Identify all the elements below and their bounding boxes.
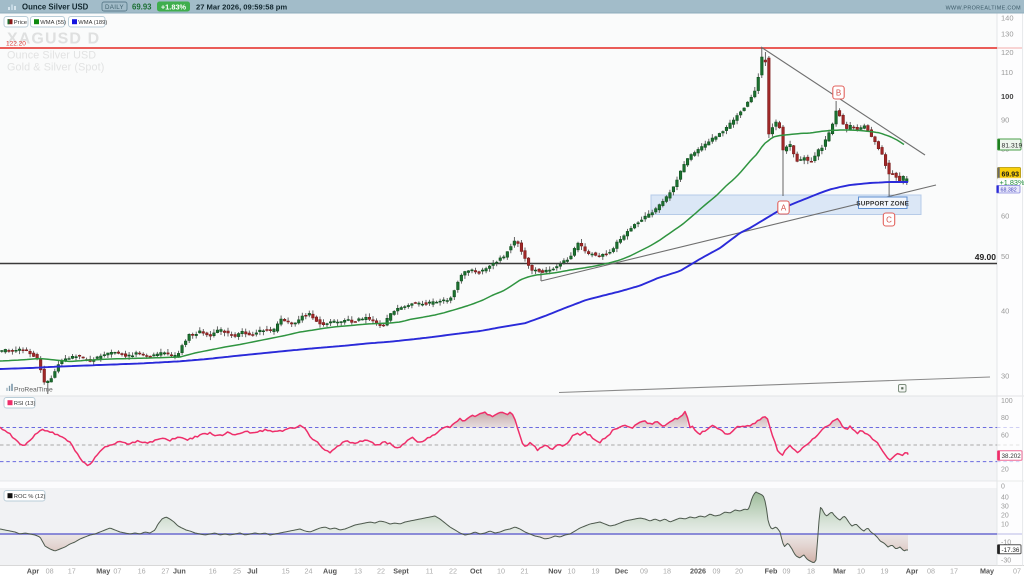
svg-text:XAGUSD D: XAGUSD D [7, 31, 100, 48]
svg-text:81.319: 81.319 [1002, 142, 1023, 149]
svg-text:24: 24 [305, 567, 313, 576]
svg-text:ROC % (12): ROC % (12) [14, 494, 46, 500]
svg-text:22: 22 [377, 567, 385, 576]
svg-text:08: 08 [927, 567, 935, 576]
svg-text:Jun: Jun [173, 567, 186, 576]
svg-text:Gold & Silver (Spot): Gold & Silver (Spot) [7, 62, 104, 74]
svg-text:22: 22 [449, 567, 457, 576]
svg-text:17: 17 [950, 567, 958, 576]
svg-text:68.382: 68.382 [1001, 187, 1017, 193]
svg-text:WMA (55): WMA (55) [40, 20, 66, 26]
svg-text:-30: -30 [1001, 558, 1011, 565]
svg-text:40: 40 [1001, 307, 1009, 316]
svg-text:Apr: Apr [27, 567, 40, 576]
svg-text:100: 100 [1001, 398, 1013, 405]
svg-text:30: 30 [1001, 372, 1009, 381]
svg-text:Mar: Mar [833, 567, 846, 576]
svg-text:Jul: Jul [247, 567, 257, 576]
svg-text:140: 140 [1001, 13, 1014, 22]
svg-text:SUPPORT ZONE: SUPPORT ZONE [856, 200, 909, 207]
svg-text:49.00: 49.00 [975, 252, 997, 262]
svg-text:110: 110 [1001, 68, 1013, 77]
svg-text:120: 120 [1001, 48, 1014, 57]
svg-text:07: 07 [1013, 567, 1021, 576]
svg-text:16: 16 [138, 567, 146, 576]
svg-text:13: 13 [354, 567, 362, 576]
svg-text:69.93: 69.93 [1002, 171, 1020, 178]
svg-text:2026: 2026 [690, 567, 706, 576]
svg-text:Nov: Nov [548, 567, 562, 576]
svg-text:20: 20 [1001, 467, 1009, 474]
svg-text:60: 60 [1001, 432, 1009, 439]
svg-text:09: 09 [713, 567, 721, 576]
svg-text:18: 18 [807, 567, 815, 576]
svg-text:Dec: Dec [615, 567, 628, 576]
svg-text:Ounce Silver USD: Ounce Silver USD [22, 3, 89, 12]
svg-text:A: A [781, 204, 787, 213]
svg-text:50: 50 [1001, 252, 1009, 261]
svg-text:B: B [836, 89, 841, 98]
svg-text:+1.83%: +1.83% [1000, 178, 1024, 187]
svg-text:122.20: 122.20 [6, 41, 26, 48]
svg-text:100: 100 [1001, 92, 1014, 101]
svg-text:25: 25 [233, 567, 241, 576]
svg-text:Aug: Aug [323, 567, 337, 576]
svg-text:Oct: Oct [470, 567, 483, 576]
svg-text:20: 20 [1001, 513, 1009, 520]
svg-text:08: 08 [46, 567, 54, 576]
svg-text:10: 10 [497, 567, 505, 576]
svg-text:WMA (189): WMA (189) [78, 20, 107, 26]
svg-text:18: 18 [663, 567, 671, 576]
svg-text:130: 130 [1001, 29, 1014, 38]
svg-text:Sept: Sept [393, 567, 409, 576]
svg-text:09: 09 [640, 567, 648, 576]
svg-text:30: 30 [1001, 504, 1009, 511]
svg-text:Ounce Silver USD: Ounce Silver USD [7, 50, 96, 62]
svg-text:RSI (13): RSI (13) [14, 401, 36, 407]
svg-text:16: 16 [209, 567, 217, 576]
svg-text:90: 90 [1001, 115, 1009, 124]
svg-text:Price: Price [14, 20, 27, 26]
svg-text:40: 40 [1001, 495, 1009, 502]
svg-text:ProRealTime: ProRealTime [14, 387, 53, 394]
svg-text:80: 80 [1001, 415, 1009, 422]
svg-text:38.202: 38.202 [1002, 453, 1022, 460]
svg-text:Apr: Apr [906, 567, 919, 576]
svg-text:69.93: 69.93 [132, 3, 152, 12]
svg-text:10: 10 [568, 567, 576, 576]
svg-text:WWW.PROREALTIME.COM: WWW.PROREALTIME.COM [946, 5, 1022, 11]
svg-text:17: 17 [68, 567, 76, 576]
svg-text:DAILY: DAILY [105, 4, 124, 11]
svg-text:May: May [96, 567, 110, 576]
svg-text:21: 21 [521, 567, 529, 576]
svg-text:-17.36: -17.36 [1002, 547, 1020, 554]
svg-text:09: 09 [783, 567, 791, 576]
svg-text:C: C [886, 216, 892, 225]
svg-text:Feb: Feb [765, 567, 778, 576]
svg-text:15: 15 [282, 567, 290, 576]
svg-text:19: 19 [881, 567, 889, 576]
svg-text:May: May [980, 567, 994, 576]
svg-text:-10: -10 [1001, 540, 1011, 547]
svg-text:27 Mar 2026, 09:59:58 pm: 27 Mar 2026, 09:59:58 pm [196, 3, 287, 12]
svg-text:10: 10 [1001, 522, 1009, 529]
svg-text:27: 27 [161, 567, 169, 576]
svg-text:60: 60 [1001, 212, 1009, 221]
svg-text:20: 20 [735, 567, 743, 576]
svg-text:11: 11 [426, 567, 433, 576]
svg-text:19: 19 [592, 567, 600, 576]
svg-text:+1.83%: +1.83% [161, 2, 187, 11]
svg-text:07: 07 [113, 567, 121, 576]
svg-text:10: 10 [857, 567, 865, 576]
svg-text:0: 0 [1001, 484, 1005, 491]
